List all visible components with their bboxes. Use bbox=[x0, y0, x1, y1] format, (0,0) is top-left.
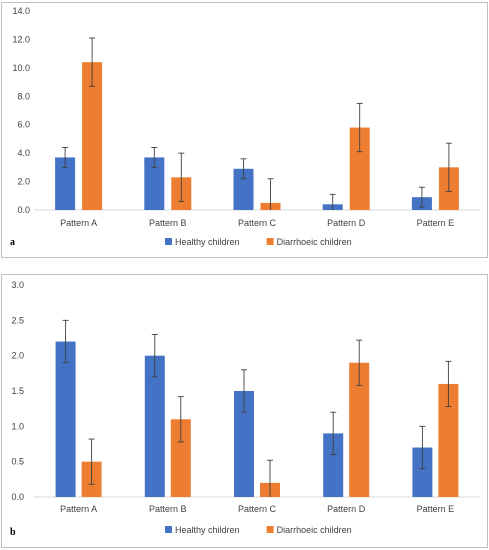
y-tick-label: 8.0 bbox=[17, 91, 30, 101]
x-category-label: Pattern A bbox=[60, 504, 97, 514]
y-tick-label: 14.0 bbox=[12, 6, 30, 16]
y-tick-label: 2.0 bbox=[11, 351, 24, 361]
diarrhoeic-bar-2 bbox=[170, 419, 191, 497]
diarrhoeic-bar-4 bbox=[349, 127, 370, 210]
x-category-label: Pattern D bbox=[327, 504, 366, 514]
x-category-label: Pattern E bbox=[417, 218, 455, 228]
x-category-label: Pattern C bbox=[238, 218, 277, 228]
x-category-label: Pattern A bbox=[60, 218, 97, 228]
x-category-label: Pattern D bbox=[327, 218, 366, 228]
healthy-legend-swatch bbox=[165, 526, 172, 533]
panel-label: b bbox=[10, 527, 16, 538]
y-tick-label: 0.0 bbox=[17, 205, 30, 215]
y-tick-label: 10.0 bbox=[12, 63, 30, 73]
x-category-label: Pattern B bbox=[149, 504, 187, 514]
healthy-bar-5 bbox=[412, 447, 433, 497]
y-tick-label: 0.5 bbox=[11, 457, 24, 467]
x-category-label: Pattern B bbox=[149, 218, 187, 228]
y-tick-label: 0.0 bbox=[11, 492, 24, 502]
y-tick-label: 3.0 bbox=[11, 280, 24, 290]
diarrhoeic-bar-1 bbox=[82, 62, 103, 210]
chart-panel-a: 0.0 2.0 4.0 6.0 8.0 10.0 12.0 14.0 Pattern A Patt… bbox=[1, 2, 488, 258]
diarrhoeic-bar-4 bbox=[349, 362, 370, 497]
diarrhoeic-bar-5 bbox=[438, 383, 459, 497]
healthy-bar-3 bbox=[233, 168, 254, 210]
diarrhoeic-legend-swatch bbox=[266, 526, 274, 533]
bar-chart-b: 0.0 0.5 1.0 1.5 2.0 2.5 3.0 Pattern A Pattern B P… bbox=[10, 280, 480, 538]
healthy-bar-4 bbox=[323, 433, 344, 497]
diarrhoeic-legend-swatch bbox=[266, 238, 274, 245]
healthy-bar-1 bbox=[55, 341, 76, 497]
healthy-legend-label: Healthy children bbox=[175, 525, 240, 535]
healthy-legend-label: Healthy children bbox=[175, 237, 240, 247]
healthy-bar-2 bbox=[144, 157, 165, 210]
x-category-label: Pattern C bbox=[238, 504, 277, 514]
y-tick-label: 12.0 bbox=[12, 34, 30, 44]
y-tick-label: 2.5 bbox=[11, 315, 24, 325]
healthy-bar-1 bbox=[55, 157, 76, 210]
healthy-bar-3 bbox=[234, 391, 254, 497]
healthy-legend-swatch bbox=[165, 238, 172, 245]
bar-chart-a: 0.0 2.0 4.0 6.0 8.0 10.0 12.0 14.0 Pattern A Patt… bbox=[10, 6, 480, 248]
y-tick-label: 6.0 bbox=[17, 120, 30, 130]
x-category-label: Pattern E bbox=[417, 504, 455, 514]
healthy-bar-2 bbox=[144, 355, 165, 497]
y-tick-label: 4.0 bbox=[17, 148, 30, 158]
y-tick-label: 1.5 bbox=[11, 386, 24, 396]
y-tick-label: 2.0 bbox=[17, 177, 30, 187]
panel-label: a bbox=[10, 237, 15, 248]
y-tick-label: 1.0 bbox=[11, 421, 24, 431]
chart-panel-b: 0.0 0.5 1.0 1.5 2.0 2.5 3.0 Pattern A Pattern B P… bbox=[1, 274, 488, 548]
diarrhoeic-legend-label: Diarrhoeic children bbox=[277, 237, 352, 247]
diarrhoeic-legend-label: Diarrhoeic children bbox=[277, 525, 352, 535]
